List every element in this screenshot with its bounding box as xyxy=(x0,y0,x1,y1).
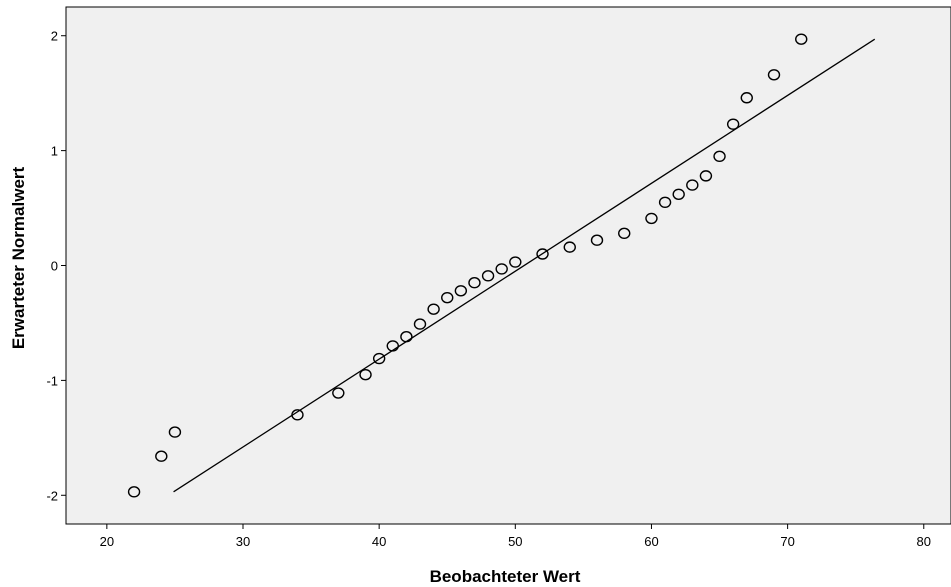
data-point xyxy=(359,368,372,381)
y-tick-label: 1 xyxy=(51,144,58,159)
x-tick-label: 70 xyxy=(780,534,794,549)
x-tick-label: 40 xyxy=(372,534,386,549)
data-point xyxy=(713,150,726,163)
data-point xyxy=(155,450,168,462)
y-axis-title: Erwarteter Normalwert xyxy=(9,166,28,349)
data-point xyxy=(699,170,713,182)
data-point xyxy=(686,179,699,191)
y-tick-label: -1 xyxy=(46,373,58,388)
data-point xyxy=(672,188,685,200)
data-point xyxy=(127,486,141,498)
y-axis: -2 -1 0 1 2 xyxy=(46,29,66,503)
x-tick-label: 80 xyxy=(917,534,931,549)
data-point xyxy=(726,118,740,130)
x-tick-label: 30 xyxy=(236,534,250,549)
data-point xyxy=(495,263,508,275)
reference-line xyxy=(173,38,876,493)
data-point xyxy=(441,291,454,304)
data-point xyxy=(427,303,440,315)
data-point xyxy=(372,352,386,365)
data-point xyxy=(509,256,522,268)
data-point xyxy=(400,331,413,343)
data-point xyxy=(332,387,345,399)
x-tick-label: 60 xyxy=(644,534,658,549)
data-points xyxy=(127,33,808,498)
x-tick-label: 50 xyxy=(508,534,522,549)
data-point xyxy=(740,92,753,104)
data-point xyxy=(413,318,427,330)
x-axis: 20 30 40 50 60 70 80 xyxy=(100,524,931,549)
data-point xyxy=(291,409,304,421)
data-point xyxy=(386,340,399,352)
x-axis-title: Beobachteter Wert xyxy=(430,567,581,586)
plot-area xyxy=(65,6,951,525)
data-point xyxy=(468,277,481,289)
data-point xyxy=(645,212,658,225)
data-point xyxy=(454,285,468,297)
y-tick-label: -2 xyxy=(46,488,58,503)
data-point xyxy=(590,234,604,246)
data-point xyxy=(168,426,182,438)
data-point xyxy=(563,241,576,253)
data-point xyxy=(658,196,672,209)
data-point xyxy=(618,227,631,240)
y-tick-label: 2 xyxy=(51,29,58,44)
data-point xyxy=(795,33,808,45)
y-tick-label: 0 xyxy=(51,259,58,274)
x-tick-label: 20 xyxy=(100,534,114,549)
data-point xyxy=(767,69,781,81)
data-point xyxy=(481,270,495,282)
data-point xyxy=(536,248,549,260)
